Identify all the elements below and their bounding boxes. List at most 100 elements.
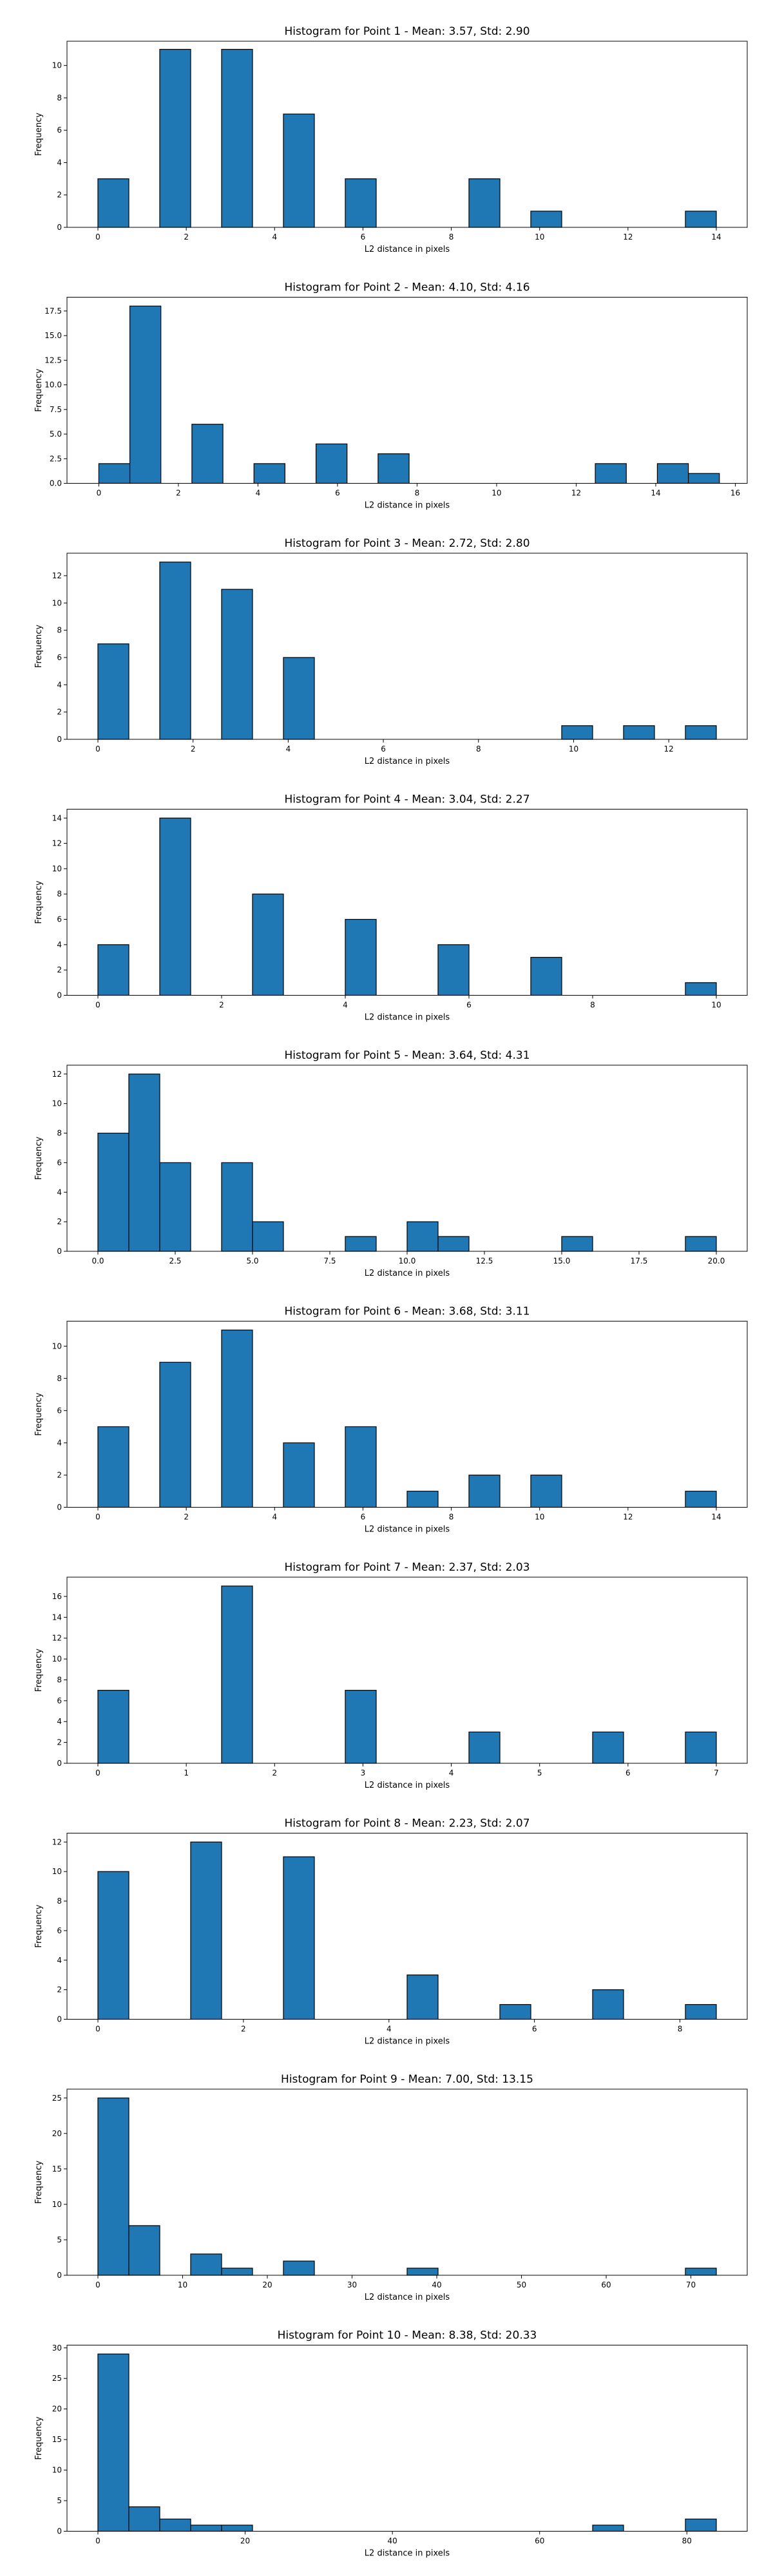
histogram-bar: [221, 2524, 253, 2532]
y-tick-label: 12: [52, 1837, 62, 1846]
axes-frame: [66, 297, 748, 484]
y-axis-label: Frequency: [34, 1904, 44, 1947]
x-axis-label: L2 distance in pixels: [365, 757, 450, 766]
chart-title: Histogram for Point 8 - Mean: 2.23, Std:…: [284, 1817, 530, 1830]
x-tick-label: 2: [219, 1001, 224, 1010]
y-tick-label: 4: [57, 680, 62, 689]
histogram-bar: [315, 443, 348, 484]
histogram-bar: [159, 817, 191, 996]
x-tick-label: 7.5: [323, 1256, 336, 1265]
y-tick-label: 10: [52, 2466, 62, 2475]
y-tick-label: 2: [57, 1470, 62, 1479]
y-tick-label: 10: [52, 61, 62, 70]
y-tick-label: 10.0: [44, 381, 62, 390]
x-axis-label: L2 distance in pixels: [365, 1781, 450, 1790]
y-tick-label: 5.0: [50, 430, 62, 439]
y-tick-label: 6: [57, 915, 62, 924]
y-tick-label: 0: [57, 223, 62, 232]
y-tick-label: 10: [52, 1099, 62, 1108]
histogram-bar: [468, 1731, 501, 1764]
histogram-bar: [253, 463, 286, 484]
y-tick-label: 2: [57, 1217, 62, 1226]
y-tick-label: 6: [57, 1926, 62, 1935]
histogram-bar: [592, 2524, 624, 2532]
x-tick-label: 6: [335, 489, 340, 498]
y-axis-label: Frequency: [34, 880, 44, 923]
x-tick-label: 6: [466, 1001, 472, 1010]
y-tick-label: 4: [57, 1956, 62, 1965]
y-tick-label: 10: [52, 1867, 62, 1876]
axes-frame: [66, 553, 748, 740]
histogram-bar: [499, 2003, 531, 2020]
y-tick-label: 0: [57, 991, 62, 1000]
histogram-panel: Histogram for Point 8 - Mean: 2.23, Std:…: [34, 1817, 748, 2047]
y-tick-label: 4: [57, 1188, 62, 1197]
y-tick-label: 10: [52, 1341, 62, 1350]
histogram-bar: [252, 1221, 284, 1252]
y-tick-label: 0: [57, 2271, 62, 2280]
x-tick-label: 12: [571, 489, 581, 498]
x-tick-label: 10: [178, 2280, 187, 2289]
histogram-bar: [685, 1490, 717, 1508]
x-tick-label: 20.0: [708, 1256, 725, 1265]
histogram-bar: [530, 211, 562, 228]
x-tick-label: 8: [678, 2025, 683, 2034]
x-tick-label: 0: [95, 1768, 100, 1777]
y-tick-label: 10: [52, 1654, 62, 1663]
x-tick-label: 0: [95, 2537, 100, 2546]
axes-frame: [66, 1833, 748, 2020]
histogram-bar: [437, 944, 470, 996]
x-tick-label: 6: [361, 1513, 366, 1522]
y-tick-label: 0: [57, 735, 62, 744]
x-tick-label: 15.0: [553, 1256, 571, 1265]
y-tick-label: 2: [57, 191, 62, 200]
x-tick-label: 2.5: [169, 1256, 181, 1265]
y-axis-label: Frequency: [34, 1649, 44, 1692]
histogram-bar: [685, 725, 717, 740]
x-tick-label: 4: [272, 1513, 277, 1522]
histogram-bar: [221, 48, 253, 228]
y-tick-label: 0: [57, 2015, 62, 2024]
histogram-bar: [592, 1731, 624, 1764]
histogram-bar: [377, 453, 410, 484]
histogram-bar: [530, 1474, 562, 1508]
x-tick-label: 14: [711, 232, 721, 242]
histogram-bar: [406, 2268, 439, 2276]
x-tick-label: 8: [415, 489, 420, 498]
x-axis-label: L2 distance in pixels: [365, 2549, 450, 2559]
x-tick-label: 8: [449, 1513, 454, 1522]
x-tick-label: 20: [262, 2280, 272, 2289]
y-tick-label: 2: [57, 1985, 62, 1994]
x-tick-label: 0: [95, 232, 100, 242]
histogram-panel: Histogram for Point 1 - Mean: 3.57, Std:…: [34, 25, 748, 254]
histogram-bar: [97, 944, 129, 996]
histogram-panel: Histogram for Point 2 - Mean: 4.10, Std:…: [34, 281, 748, 511]
histogram-bar: [190, 1841, 222, 2020]
x-tick-label: 4: [286, 744, 291, 753]
y-tick-label: 8: [57, 1129, 62, 1138]
histogram-bar: [128, 2225, 160, 2276]
histogram-bar: [221, 1162, 253, 1252]
histogram-bar: [221, 1329, 253, 1508]
histogram-panel: Histogram for Point 7 - Mean: 2.37, Std:…: [34, 1561, 748, 1790]
x-tick-label: 8: [476, 744, 481, 753]
y-tick-label: 5: [57, 2235, 62, 2244]
y-axis-label: Frequency: [34, 113, 44, 156]
y-tick-label: 20: [52, 2405, 62, 2414]
x-axis-label: L2 distance in pixels: [365, 1269, 450, 1278]
histogram-bar: [128, 1074, 160, 1252]
x-axis-label: L2 distance in pixels: [365, 501, 450, 511]
y-tick-label: 6: [57, 1158, 62, 1167]
chart-title: Histogram for Point 10 - Mean: 8.38, Std…: [278, 2329, 537, 2342]
histogram-bar: [283, 2260, 315, 2276]
x-tick-label: 10: [535, 1513, 544, 1522]
histogram-bar: [97, 1426, 129, 1508]
y-tick-label: 8: [57, 626, 62, 635]
y-tick-label: 12.5: [44, 355, 62, 365]
y-tick-label: 4: [57, 158, 62, 167]
x-tick-label: 6: [381, 744, 386, 753]
x-axis-label: L2 distance in pixels: [365, 2037, 450, 2047]
x-tick-label: 12.5: [476, 1256, 493, 1265]
y-tick-label: 15.0: [44, 331, 62, 340]
x-tick-label: 20: [240, 2537, 250, 2546]
